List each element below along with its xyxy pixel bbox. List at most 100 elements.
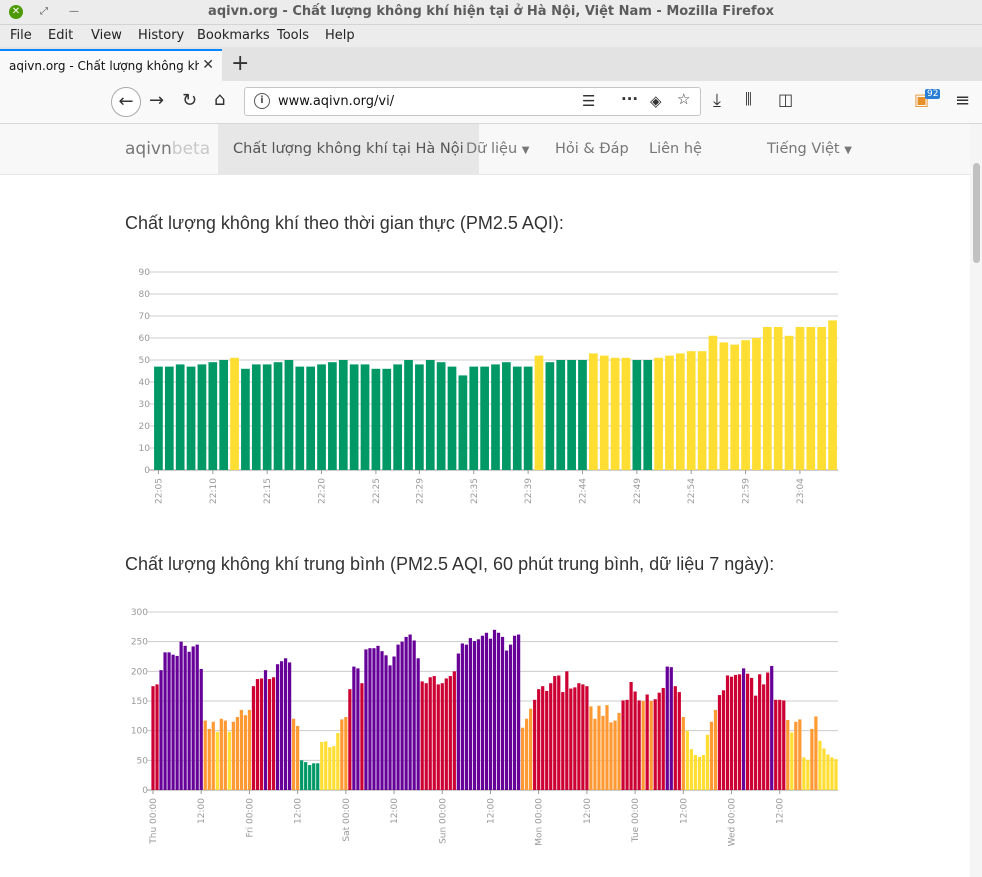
bar <box>328 362 337 470</box>
reader-view-icon[interactable]: ☰ <box>582 92 596 110</box>
bar <box>705 734 710 790</box>
site-info-icon[interactable]: i <box>254 93 270 109</box>
bar <box>504 650 509 790</box>
bar <box>675 353 685 470</box>
menu-file[interactable]: File <box>10 28 32 43</box>
bar <box>577 683 581 790</box>
y-tick-label: 100 <box>131 727 148 737</box>
bar <box>810 728 814 790</box>
tab-label: aqivn.org - Chất lượng không khí h <box>9 59 199 73</box>
bar <box>806 759 810 790</box>
bar <box>273 362 283 470</box>
bar <box>669 667 673 790</box>
home-icon[interactable]: ⌂ <box>214 89 226 110</box>
address-bar[interactable]: i www.aqivn.org/vi/ ☰ ··· ◈ ☆ <box>244 87 701 116</box>
x-tick-label: Wed 00:00 <box>728 798 738 847</box>
nav-air-quality-hanoi[interactable]: Chất lượng không khí tại Hà Nội <box>218 124 479 174</box>
window-title: aqivn.org - Chất lượng không khí hiện tạ… <box>208 4 774 19</box>
bar <box>708 335 718 470</box>
browser-tab[interactable]: aqivn.org - Chất lượng không khí h ✕ <box>0 49 222 81</box>
bar <box>681 717 685 790</box>
menu-tools[interactable]: Tools <box>277 28 310 43</box>
restore-window-button[interactable]: ⤢ <box>40 6 48 17</box>
bar <box>645 694 649 790</box>
new-tab-button[interactable]: + <box>231 51 250 76</box>
bar <box>830 757 834 790</box>
bar <box>425 360 435 470</box>
nav-contact[interactable]: Liên hệ <box>649 141 702 157</box>
bar <box>155 684 159 790</box>
y-tick-label: 250 <box>131 638 148 648</box>
bar <box>255 679 260 790</box>
menu-help[interactable]: Help <box>325 28 355 43</box>
menu-edit[interactable]: Edit <box>48 28 74 43</box>
bar <box>415 364 424 470</box>
bar <box>340 719 344 790</box>
library-icon[interactable]: ⫼ <box>745 90 752 108</box>
page-actions-icon[interactable]: ··· <box>621 90 639 108</box>
bar <box>697 351 707 470</box>
bar <box>725 675 730 790</box>
bar <box>685 730 689 790</box>
x-tick-label: 12:00 <box>197 798 207 824</box>
bar <box>372 648 376 790</box>
close-tab-icon[interactable]: ✕ <box>202 57 214 73</box>
bar <box>219 360 229 470</box>
x-tick-label: 22:44 <box>578 478 588 504</box>
back-arrow-icon[interactable]: ← <box>111 87 141 117</box>
x-tick-label: 22:49 <box>633 478 643 504</box>
bar <box>179 641 183 790</box>
bar <box>633 691 637 790</box>
forward-arrow-icon[interactable]: → <box>149 90 165 111</box>
nav-language-dropdown[interactable]: Tiếng Việt ▼ <box>767 124 852 174</box>
nav-faq[interactable]: Hỏi & Đáp <box>555 141 629 157</box>
bar <box>697 756 702 790</box>
page-scrollbar[interactable] <box>970 124 982 877</box>
nav-data-dropdown[interactable]: Dữ liệu ▼ <box>466 124 529 174</box>
menu-bookmarks[interactable]: Bookmarks <box>197 28 270 43</box>
menu-view[interactable]: View <box>91 28 122 43</box>
bar <box>338 360 348 470</box>
bar <box>806 327 816 470</box>
reload-icon[interactable]: ↻ <box>182 90 198 111</box>
url-text[interactable]: www.aqivn.org/vi/ <box>278 94 395 109</box>
bar <box>292 718 296 790</box>
close-window-button[interactable]: ✕ <box>9 5 23 19</box>
bar <box>693 754 697 790</box>
menu-history[interactable]: History <box>138 28 185 43</box>
downloads-icon[interactable]: ⤓ <box>713 90 721 111</box>
window-titlebar: ✕ ⤢ — aqivn.org - Chất lượng không khí h… <box>0 0 982 25</box>
sidebar-icon[interactable]: ◫ <box>778 90 794 109</box>
minimize-window-button[interactable]: — <box>69 6 79 17</box>
nav-data-label: Dữ liệu <box>466 141 518 157</box>
bar <box>187 651 191 790</box>
bar <box>585 686 589 790</box>
bar <box>480 366 489 470</box>
hamburger-menu-icon[interactable]: ≡ <box>955 90 971 111</box>
bookmark-star-icon[interactable]: ☆ <box>677 90 691 108</box>
bar <box>754 695 758 790</box>
bar <box>458 375 468 470</box>
bar <box>171 654 175 790</box>
tab-bar: aqivn.org - Chất lượng không khí h ✕ + <box>0 47 982 82</box>
bar <box>567 360 576 470</box>
bar <box>561 692 565 790</box>
bar <box>750 677 754 790</box>
bar <box>336 733 340 790</box>
bar <box>488 638 493 790</box>
bar <box>371 368 381 470</box>
bar <box>496 632 501 790</box>
x-tick-label: 22:20 <box>318 478 328 504</box>
bar <box>525 718 529 790</box>
y-tick-label: 60 <box>139 334 151 344</box>
bar <box>300 760 304 790</box>
scrollbar-thumb[interactable] <box>973 163 980 263</box>
bar <box>275 664 280 790</box>
site-brand[interactable]: aqivnbeta <box>125 139 210 159</box>
bar <box>665 355 674 470</box>
bar <box>283 658 288 790</box>
caret-down-icon: ▼ <box>844 145 852 156</box>
x-tick-label: 22:54 <box>687 478 697 504</box>
pocket-icon[interactable]: ◈ <box>650 92 662 110</box>
bar <box>436 362 446 470</box>
